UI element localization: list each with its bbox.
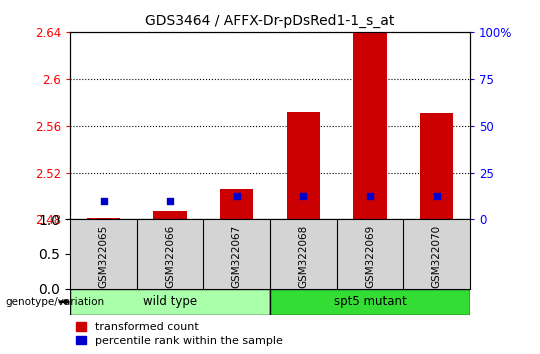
FancyBboxPatch shape [270,289,470,315]
Text: spt5 mutant: spt5 mutant [334,295,406,308]
Text: GSM322070: GSM322070 [431,225,442,288]
Title: GDS3464 / AFFX-Dr-pDsRed1-1_s_at: GDS3464 / AFFX-Dr-pDsRed1-1_s_at [145,14,395,28]
Bar [87,218,120,219]
Bar [153,211,187,219]
Bar [353,32,387,219]
Text: genotype/variation: genotype/variation [5,297,105,307]
Text: GSM322065: GSM322065 [98,225,109,288]
Bar [220,189,253,219]
FancyBboxPatch shape [70,289,270,315]
Point [366,193,374,199]
Bar [420,113,453,219]
Point [432,193,441,199]
Text: GSM322067: GSM322067 [232,225,242,288]
Text: GSM322069: GSM322069 [365,225,375,288]
Text: wild type: wild type [143,295,197,308]
Legend: transformed count, percentile rank within the sample: transformed count, percentile rank withi… [76,322,282,346]
Point [99,198,108,204]
Bar [287,112,320,219]
Text: GSM322068: GSM322068 [298,225,308,288]
Point [166,198,174,204]
Text: GSM322066: GSM322066 [165,225,175,288]
Point [232,193,241,199]
Point [299,193,308,199]
